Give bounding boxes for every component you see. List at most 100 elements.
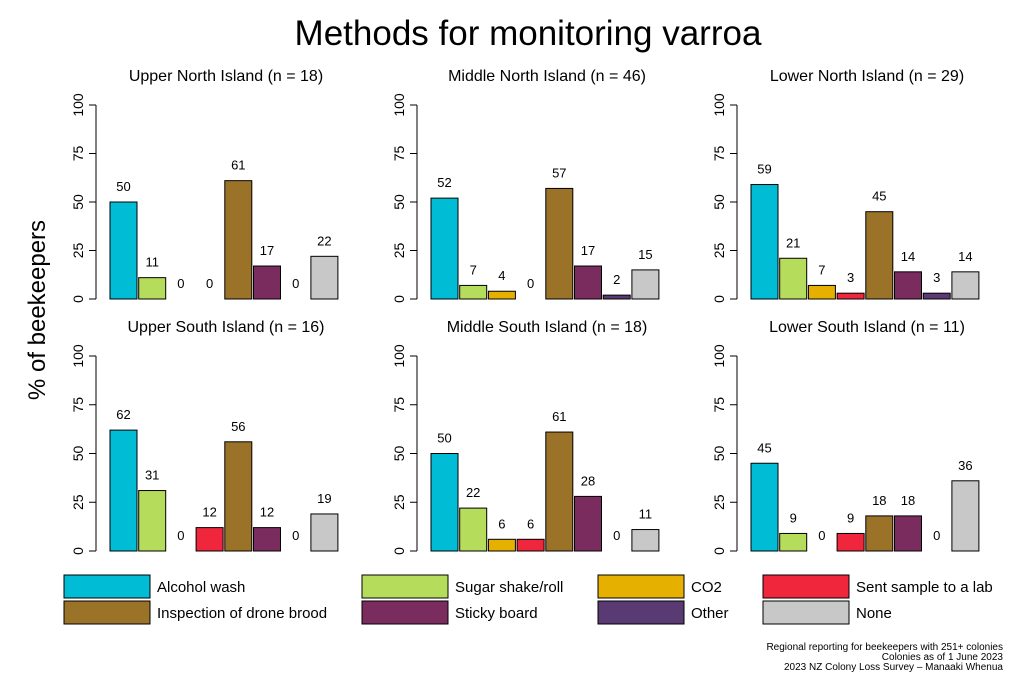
y-tick-label: 75 bbox=[391, 397, 407, 413]
bar-value-label: 18 bbox=[872, 493, 886, 508]
bar bbox=[516, 538, 545, 552]
bar-value-label: 36 bbox=[958, 458, 972, 473]
bar-value-label: 50 bbox=[437, 431, 451, 446]
bar-value-label: 14 bbox=[901, 249, 915, 264]
bar bbox=[750, 462, 779, 552]
bar bbox=[430, 197, 459, 300]
y-tick-label: 100 bbox=[70, 93, 86, 117]
bar bbox=[195, 527, 224, 552]
bar-value-label: 0 bbox=[292, 276, 299, 291]
bar-value-label: 17 bbox=[581, 243, 595, 258]
bar-value-label: 0 bbox=[206, 276, 213, 291]
bar-value-label: 17 bbox=[260, 243, 274, 258]
bar-value-label: 21 bbox=[786, 235, 800, 250]
bar bbox=[750, 184, 779, 300]
y-tick-label: 100 bbox=[391, 344, 407, 368]
panel-title: Lower South Island (n = 11) bbox=[769, 319, 965, 336]
bar-value-label: 0 bbox=[292, 528, 299, 543]
legend-swatch bbox=[762, 600, 850, 625]
panel: Middle South Island (n = 18) 0 25 50 75 100 50… bbox=[391, 319, 660, 555]
bar bbox=[545, 187, 574, 300]
legend-swatch bbox=[597, 600, 685, 625]
chart-title: Methods for monitoring varroa bbox=[295, 14, 762, 53]
bar bbox=[487, 538, 516, 552]
bar bbox=[602, 294, 631, 300]
legend-item-label: Sugar shake/roll bbox=[455, 579, 563, 596]
y-tick-label: 75 bbox=[711, 146, 727, 162]
footnote-line-1: Regional reporting for beekeepers with 2… bbox=[766, 642, 1003, 653]
footnote-line-3: 2023 NZ Colony Loss Survey – Manaaki Whe… bbox=[784, 662, 1003, 673]
bar bbox=[459, 507, 488, 552]
bar bbox=[865, 211, 894, 300]
bar-value-label: 3 bbox=[933, 270, 940, 285]
y-tick-label: 75 bbox=[70, 397, 86, 413]
bar-value-label: 18 bbox=[901, 493, 915, 508]
panel-title: Upper South Island (n = 16) bbox=[127, 319, 324, 336]
bar bbox=[779, 257, 808, 300]
y-tick-label: 25 bbox=[391, 494, 407, 510]
bar bbox=[109, 201, 138, 300]
bar-value-label: 59 bbox=[757, 162, 771, 177]
panel: Middle North Island (n = 46) 0 25 50 75 100 52… bbox=[391, 68, 660, 303]
footnote: Regional reporting for beekeepers with 2… bbox=[766, 642, 1003, 673]
bar-value-label: 0 bbox=[527, 276, 534, 291]
legend-item-label: Sticky board bbox=[455, 605, 538, 622]
bar-value-label: 28 bbox=[581, 473, 595, 488]
bar bbox=[430, 453, 459, 552]
bar bbox=[836, 292, 865, 300]
legend-item-label: Alcohol wash bbox=[157, 579, 245, 596]
bar bbox=[836, 532, 865, 552]
panel: Upper South Island (n = 16) 0 25 50 75 100 62 3… bbox=[70, 319, 339, 555]
bar bbox=[574, 265, 602, 300]
y-tick-label: 0 bbox=[70, 547, 86, 555]
y-tick-label: 25 bbox=[391, 243, 407, 259]
legend-swatch bbox=[63, 600, 151, 625]
bar bbox=[894, 271, 922, 300]
y-tick-label: 50 bbox=[70, 446, 86, 462]
bar-value-label: 12 bbox=[260, 505, 274, 520]
y-tick-label: 25 bbox=[70, 243, 86, 259]
bar bbox=[459, 284, 488, 300]
bar-value-label: 7 bbox=[470, 262, 477, 277]
y-tick-label: 0 bbox=[391, 295, 407, 303]
bar bbox=[865, 515, 894, 552]
bar-value-label: 3 bbox=[847, 270, 854, 285]
bar-value-label: 19 bbox=[317, 491, 331, 506]
legend-swatch bbox=[762, 574, 850, 599]
panel: Lower North Island (n = 29) 0 25 50 75 100 59 2… bbox=[711, 68, 980, 303]
bar-value-label: 9 bbox=[790, 510, 797, 525]
y-tick-label: 25 bbox=[70, 494, 86, 510]
bar-value-label: 2 bbox=[613, 272, 620, 287]
bar bbox=[631, 269, 660, 300]
panel-title: Middle South Island (n = 18) bbox=[447, 319, 648, 336]
y-tick-label: 0 bbox=[711, 295, 727, 303]
bar bbox=[574, 495, 602, 552]
bar bbox=[310, 513, 339, 552]
y-tick-label: 0 bbox=[391, 547, 407, 555]
panels-group: Upper North Island (n = 18) 0 25 50 75 100 50 1… bbox=[70, 68, 980, 555]
bar-value-label: 0 bbox=[177, 528, 184, 543]
bar-value-label: 0 bbox=[177, 276, 184, 291]
legend-swatch bbox=[361, 574, 449, 599]
bar bbox=[138, 490, 167, 552]
legend: Alcohol wash Sugar shake/roll CO2 Sent samp… bbox=[63, 574, 993, 625]
bar bbox=[224, 441, 253, 552]
y-axis-label: % of beekeepers bbox=[24, 220, 51, 400]
bar-value-label: 11 bbox=[145, 255, 159, 270]
bar bbox=[951, 271, 980, 300]
y-tick-label: 50 bbox=[711, 446, 727, 462]
y-tick-label: 75 bbox=[391, 146, 407, 162]
legend-item-label: Inspection of drone brood bbox=[157, 605, 327, 622]
legend-item-label: Sent sample to a lab bbox=[856, 579, 993, 596]
bar-value-label: 4 bbox=[498, 268, 505, 283]
y-tick-label: 75 bbox=[711, 397, 727, 413]
bar-value-label: 62 bbox=[116, 407, 130, 422]
y-tick-label: 100 bbox=[711, 93, 727, 117]
bar-value-label: 14 bbox=[958, 249, 972, 264]
bar-value-label: 56 bbox=[231, 419, 245, 434]
bar-value-label: 7 bbox=[818, 262, 825, 277]
footnote-line-2: Colonies as of 1 June 2023 bbox=[882, 652, 1004, 663]
bar-value-label: 57 bbox=[552, 165, 566, 180]
panel: Upper North Island (n = 18) 0 25 50 75 100 50 1… bbox=[70, 68, 339, 303]
